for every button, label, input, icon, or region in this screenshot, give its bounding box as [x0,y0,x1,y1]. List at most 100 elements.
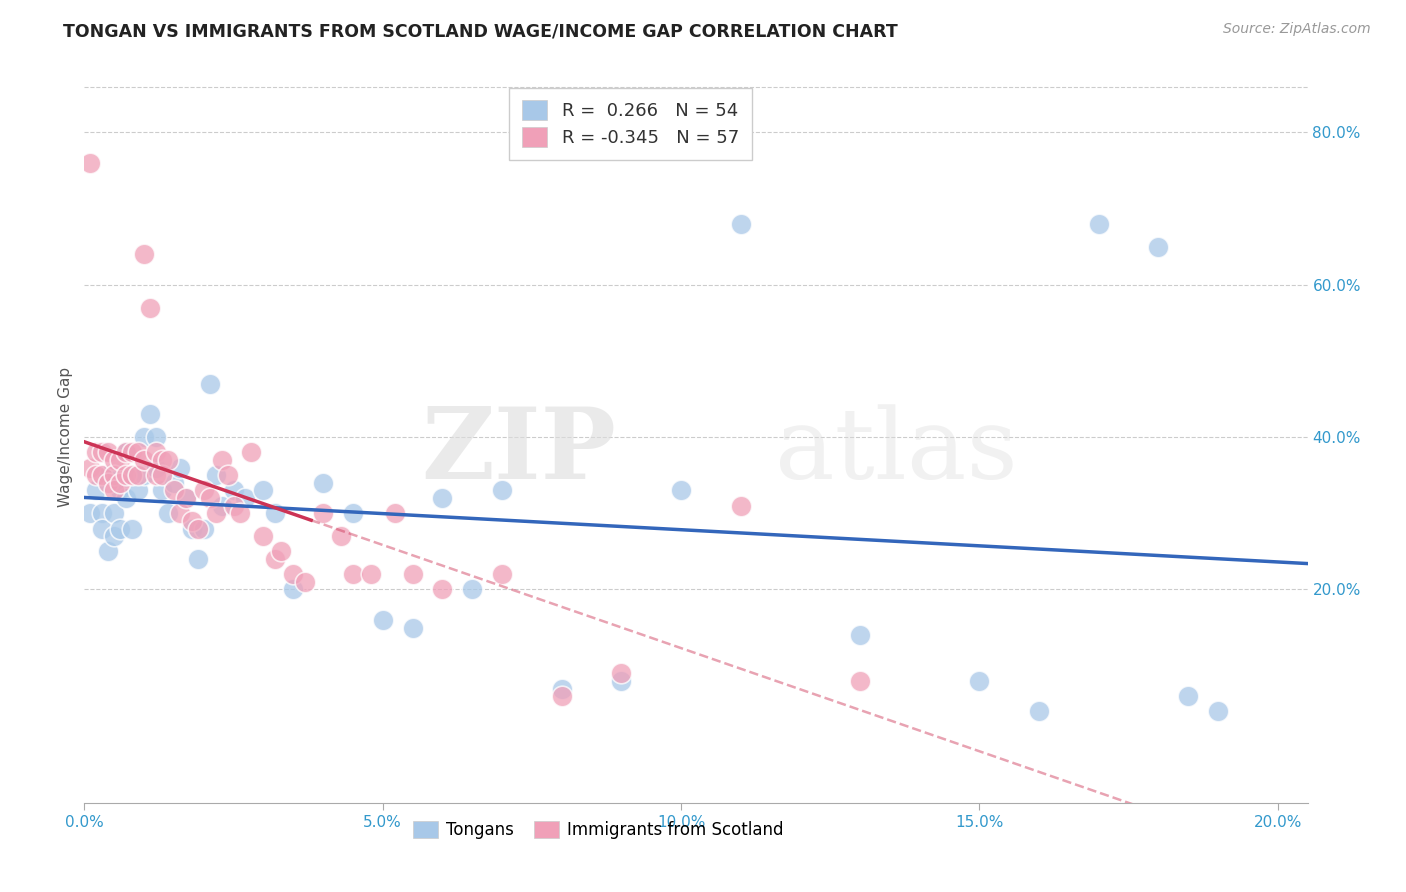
Point [228,506,250,520]
Point [1028,705,1050,719]
Point [252,483,274,498]
Point [432,582,454,597]
Point [121,521,143,535]
Point [264,506,287,520]
Point [97,475,120,490]
Y-axis label: Wage/Income Gap: Wage/Income Gap [58,367,73,508]
Point [1206,705,1229,719]
Point [294,574,316,589]
Point [91,468,114,483]
Point [169,506,191,520]
Point [217,468,239,483]
Legend: Tongans, Immigrants from Scotland: Tongans, Immigrants from Scotland [406,814,790,846]
Point [211,453,233,467]
Point [150,468,173,483]
Point [312,506,335,520]
Point [401,621,423,635]
Point [145,468,167,483]
Point [252,529,274,543]
Text: atlas: atlas [776,404,1018,500]
Point [91,521,114,535]
Point [222,499,245,513]
Point [180,514,202,528]
Point [163,483,186,498]
Point [108,521,131,535]
Point [283,582,305,597]
Point [132,247,155,261]
Text: Source: ZipAtlas.com: Source: ZipAtlas.com [1223,22,1371,37]
Point [360,567,382,582]
Point [551,681,574,696]
Point [150,453,173,467]
Point [264,552,287,566]
Point [174,491,197,505]
Point [115,445,138,459]
Point [849,673,872,688]
Point [115,491,138,505]
Point [610,673,633,688]
Point [139,407,162,421]
Point [108,453,131,467]
Point [491,483,513,498]
Point [730,499,752,513]
Point [222,483,245,498]
Point [270,544,292,558]
Point [108,483,131,498]
Point [491,567,513,582]
Point [127,468,149,483]
Point [384,506,406,520]
Point [150,483,173,498]
Point [91,445,114,459]
Point [115,468,138,483]
Point [730,217,752,231]
Point [84,445,107,459]
Point [139,301,162,315]
Point [551,689,574,703]
Point [121,445,143,459]
Point [969,673,991,688]
Point [461,582,484,597]
Point [211,499,233,513]
Point [84,483,107,498]
Point [283,567,305,582]
Point [163,475,186,490]
Point [121,468,143,483]
Point [115,445,138,459]
Point [91,506,114,520]
Point [156,506,179,520]
Point [180,521,202,535]
Point [103,529,125,543]
Point [204,506,226,520]
Point [174,491,197,505]
Point [187,552,209,566]
Point [79,460,101,475]
Point [342,567,364,582]
Point [103,483,125,498]
Text: TONGAN VS IMMIGRANTS FROM SCOTLAND WAGE/INCOME GAP CORRELATION CHART: TONGAN VS IMMIGRANTS FROM SCOTLAND WAGE/… [63,22,898,40]
Point [235,491,257,505]
Point [79,506,101,520]
Point [121,468,143,483]
Point [610,666,633,681]
Point [108,475,131,490]
Point [97,445,120,459]
Point [145,430,167,444]
Point [145,445,167,459]
Point [432,491,454,505]
Point [132,430,155,444]
Point [79,155,101,169]
Point [193,483,215,498]
Point [401,567,423,582]
Point [849,628,872,642]
Point [127,445,149,459]
Point [198,376,221,391]
Point [1177,689,1199,703]
Point [145,460,167,475]
Point [371,613,394,627]
Point [329,529,352,543]
Text: ZIP: ZIP [422,403,616,500]
Point [204,468,226,483]
Point [132,453,155,467]
Point [103,468,125,483]
Point [342,506,364,520]
